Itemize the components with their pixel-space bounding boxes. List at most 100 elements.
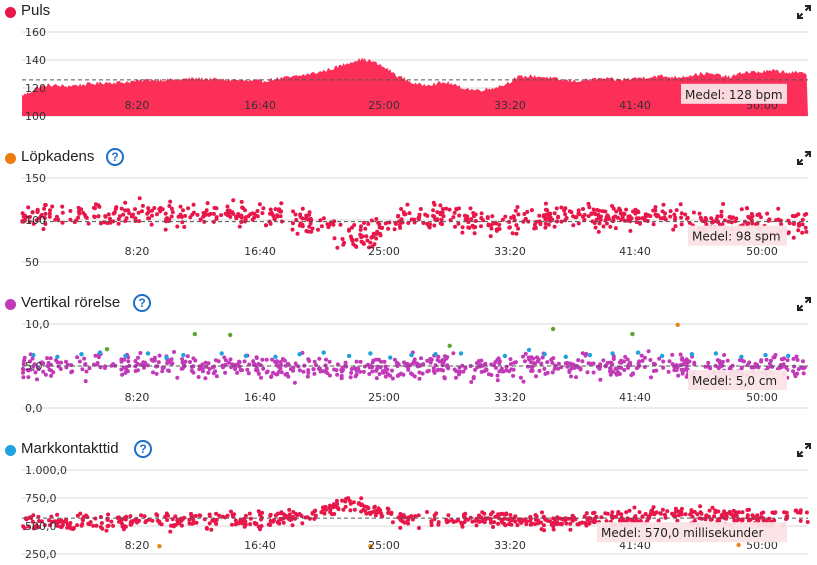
data-point (269, 374, 274, 379)
data-point (671, 227, 676, 232)
data-point (624, 510, 629, 515)
data-point (489, 226, 494, 231)
data-point (93, 202, 98, 207)
data-point (135, 520, 139, 525)
data-point (697, 211, 702, 216)
data-point (673, 509, 678, 514)
data-point (349, 370, 354, 375)
expand-arrows-icon[interactable] (796, 442, 812, 458)
data-point (435, 358, 440, 362)
data-point (584, 511, 589, 516)
data-point (328, 503, 332, 508)
data-point (374, 217, 379, 221)
data-point (663, 217, 668, 222)
data-point (744, 206, 749, 211)
data-point (451, 351, 456, 356)
data-point (120, 524, 125, 529)
data-point (608, 369, 612, 374)
data-point (98, 221, 103, 226)
data-point (398, 512, 403, 516)
x-tick-label: 41:40 (619, 539, 651, 552)
data-point (299, 514, 304, 518)
data-point (512, 215, 516, 220)
data-point (175, 224, 180, 229)
data-point (662, 512, 667, 517)
question-circle-icon[interactable]: ? (133, 294, 151, 312)
data-point (94, 523, 99, 528)
data-point-blue (409, 352, 414, 358)
data-point (279, 510, 284, 515)
data-point (526, 364, 530, 369)
data-point (187, 517, 192, 522)
data-point (111, 523, 115, 528)
data-point (567, 209, 572, 214)
data-point (471, 211, 476, 215)
data-point (617, 360, 622, 365)
data-point (170, 210, 175, 215)
data-point (96, 214, 101, 219)
data-point-blue (610, 351, 615, 356)
vertikal-header: Vertikal rörelse ? (0, 292, 817, 316)
data-point (231, 198, 236, 203)
data-point (235, 370, 240, 375)
data-point (591, 207, 596, 212)
data-point (287, 512, 292, 517)
data-point (294, 218, 299, 222)
question-circle-icon[interactable]: ? (134, 440, 152, 458)
data-point (232, 512, 237, 517)
data-point (431, 208, 436, 213)
data-point (336, 507, 341, 512)
data-point (554, 206, 559, 211)
data-point (350, 225, 354, 230)
data-point (386, 507, 391, 512)
data-point (536, 521, 540, 526)
data-point (514, 223, 519, 228)
data-point (41, 227, 46, 231)
data-point (706, 364, 711, 369)
data-point (26, 524, 31, 529)
data-point (119, 521, 124, 526)
data-point (189, 513, 194, 518)
data-point (75, 355, 80, 360)
data-point (252, 362, 257, 366)
data-point (674, 208, 679, 213)
data-point (576, 211, 581, 216)
data-point (779, 222, 784, 227)
data-point (175, 521, 180, 526)
data-point (76, 209, 81, 214)
data-point (146, 209, 151, 214)
data-point (663, 515, 668, 520)
data-point (412, 359, 416, 364)
data-point (452, 210, 457, 215)
data-point (366, 506, 371, 511)
data-point (248, 212, 253, 217)
data-point (386, 226, 391, 231)
data-point (67, 523, 72, 528)
data-point (510, 231, 515, 236)
data-point (37, 519, 42, 523)
data-point (324, 357, 328, 362)
data-point (445, 363, 450, 368)
data-point (679, 211, 684, 216)
data-point (654, 510, 659, 515)
data-point (24, 215, 29, 220)
data-point (364, 234, 369, 239)
data-point (87, 366, 92, 371)
data-point (278, 214, 283, 219)
data-point (95, 361, 100, 365)
question-circle-icon[interactable]: ? (106, 148, 124, 166)
data-point (513, 360, 518, 365)
data-point (440, 358, 445, 362)
data-point (401, 210, 406, 215)
data-point (306, 368, 311, 373)
data-point (399, 207, 404, 211)
data-point (198, 217, 203, 222)
data-point (585, 370, 590, 375)
data-point (31, 221, 36, 226)
data-point (628, 219, 633, 224)
data-point-blue (219, 351, 224, 356)
expand-arrows-icon[interactable] (796, 4, 812, 20)
expand-arrows-icon[interactable] (796, 296, 812, 312)
expand-arrows-icon[interactable] (796, 150, 812, 166)
data-point (764, 518, 769, 523)
